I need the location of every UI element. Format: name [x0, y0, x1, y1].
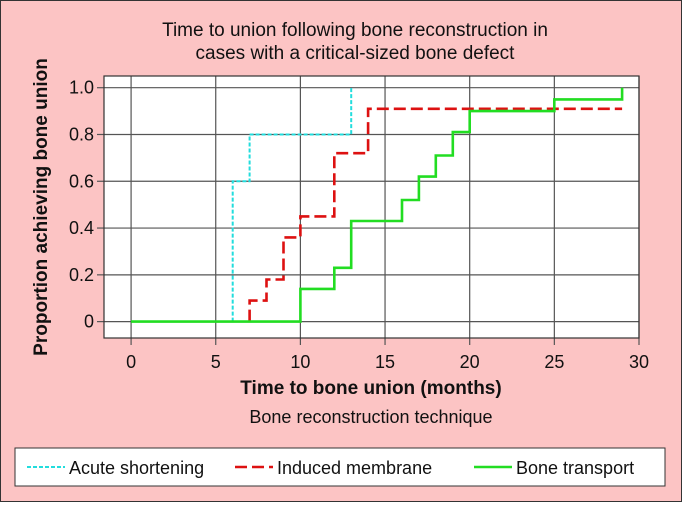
tick-labels: 0 5 10 15 20 25 30 0 0.2 0.4 0.6 0.8 1.0 [69, 78, 649, 372]
y-tick-label: 1.0 [69, 78, 94, 98]
series-line-acute-shortening [231, 87, 353, 322]
y-tick-label: 0.8 [69, 124, 94, 144]
chart-title-line-2: cases with a critical-sized bone defect [196, 43, 516, 64]
x-tick-label: 25 [544, 352, 564, 372]
x-tick-label: 20 [460, 352, 480, 372]
plot-border [103, 75, 640, 339]
y-tick-label: 0.6 [69, 171, 94, 191]
x-tick-label: 5 [211, 352, 221, 372]
legend-label: Acute shortening [69, 458, 204, 478]
x-axis-label: Time to bone union (months) [240, 378, 501, 399]
legend-title: Bone reconstruction technique [249, 407, 492, 427]
legend [14, 447, 666, 487]
series-line-bone-transport [131, 87, 624, 323]
series-line-induced-membrane [248, 107, 623, 322]
x-tick-label: 30 [629, 352, 649, 372]
y-tick-label: 0.4 [69, 218, 94, 238]
y-tick-label: 0.2 [69, 265, 94, 285]
legend-items: Acute shortening Induced membrane Bone tra… [27, 458, 634, 478]
x-tick-label: 15 [375, 352, 395, 372]
chart-title-line-1: Time to union following bone reconstruct… [162, 20, 548, 41]
x-tick-label: 0 [126, 352, 136, 372]
legend-label: Induced membrane [277, 458, 432, 478]
legend-label: Bone transport [516, 458, 634, 478]
plot-area [104, 76, 639, 338]
y-axis-label: Proportion achieving bone union [31, 58, 52, 356]
x-tick-label: 10 [290, 352, 310, 372]
series-layer [131, 87, 624, 323]
y-tick-label: 0 [84, 312, 94, 332]
